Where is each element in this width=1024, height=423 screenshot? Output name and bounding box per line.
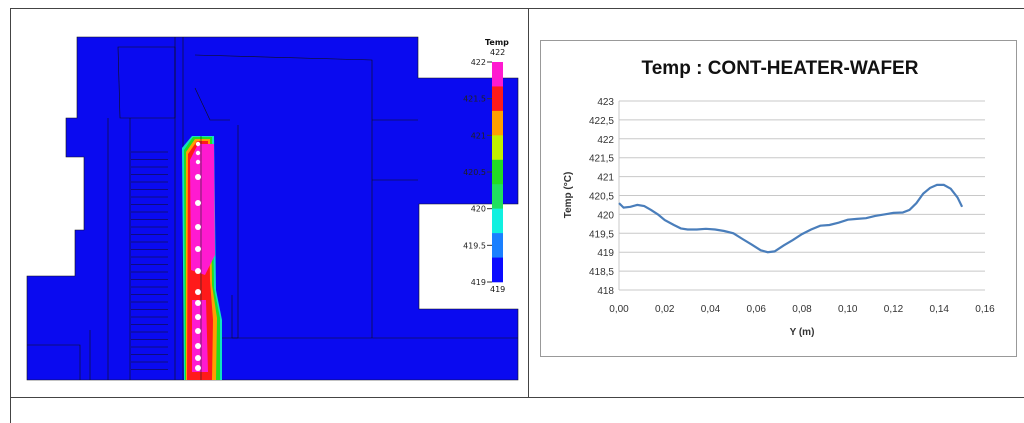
legend-tick-label: 422 <box>471 58 486 67</box>
temperature-line-chart: Temp : CONT-HEATER-WAFER 418 418,5 419 419,… <box>563 58 995 338</box>
legend-title: Temp <box>485 38 509 47</box>
y-tick-label: 422 <box>597 135 614 146</box>
legend-color-band <box>492 135 503 161</box>
legend-color-band <box>492 110 503 136</box>
legend-tick-label: 420 <box>471 205 486 214</box>
legend-color-band <box>492 159 503 185</box>
legend-color-band <box>492 257 503 283</box>
y-tick-label: 422,5 <box>589 116 614 127</box>
x-tick-label: 0,00 <box>609 304 629 315</box>
legend-tick-label: 421.5 <box>463 95 486 104</box>
x-tick-label: 0,10 <box>838 304 858 315</box>
legend-min-label: 419 <box>490 285 505 294</box>
chart-title: Temp : CONT-HEATER-WAFER <box>642 58 919 79</box>
table-divider-horizontal <box>10 397 1024 398</box>
probe-point <box>195 159 201 165</box>
legend-color-band <box>492 184 503 209</box>
probe-point <box>195 328 201 334</box>
x-tick-label: 0,06 <box>747 304 767 315</box>
probe-point <box>195 355 201 361</box>
legend-color-band <box>492 208 503 234</box>
probe-point <box>195 224 201 230</box>
legend-max-label: 422 <box>490 48 505 57</box>
y-tick-label: 420 <box>597 210 614 221</box>
legend-color-band <box>492 233 503 258</box>
y-tick-label: 418,5 <box>589 267 614 278</box>
y-tick-label: 423 <box>597 97 614 108</box>
y-tick-label: 421 <box>597 173 614 184</box>
legend-tick-label: 419 <box>471 278 486 287</box>
sim-part-outlines <box>27 37 518 380</box>
table-border-left <box>10 8 11 423</box>
x-tick-label: 0,12 <box>884 304 904 315</box>
probe-point <box>195 150 201 156</box>
temperature-series-line <box>618 183 964 254</box>
probe-point <box>195 141 201 147</box>
probe-point <box>195 300 201 306</box>
y-tick-label: 419 <box>597 248 614 259</box>
sim-domain <box>26 36 519 381</box>
table-border-top <box>10 8 1024 9</box>
probe-point <box>195 343 201 349</box>
legend-color-band <box>492 62 503 87</box>
probe-point <box>195 174 201 180</box>
probe-point <box>195 268 201 274</box>
y-tick-label: 419,5 <box>589 229 614 240</box>
legend-tick-label: 421 <box>471 131 486 140</box>
table-divider-vertical <box>528 8 529 398</box>
sim-hot-zone-magenta <box>190 144 215 275</box>
y-tick-label: 421,5 <box>589 154 614 165</box>
sim-probe-points <box>195 141 201 371</box>
legend-tick-label: 420.5 <box>463 168 486 177</box>
temperature-simulation-figure: Temp 422 419 422 421.5 421 420.5 420 419.5 419 <box>26 36 519 381</box>
sim-fins <box>131 151 168 370</box>
chart-frame <box>540 40 1017 357</box>
x-tick-label: 0,08 <box>792 304 812 315</box>
y-tick-label: 418 <box>597 286 614 297</box>
probe-point <box>195 246 201 252</box>
x-tick-label: 0,14 <box>930 304 950 315</box>
y-tick-label: 420,5 <box>589 192 614 203</box>
x-tick-label: 0,02 <box>655 304 675 315</box>
probe-point <box>195 365 201 371</box>
probe-point <box>195 289 201 295</box>
legend-tick-label: 419.5 <box>463 241 486 250</box>
x-axis-label: Y (m) <box>790 327 815 338</box>
sim-hot-zone-magenta-lower <box>192 300 208 372</box>
probe-point <box>195 314 201 320</box>
legend-color-band <box>492 86 503 112</box>
x-tick-label: 0,04 <box>701 304 721 315</box>
y-axis-label: Temp (°C) <box>563 172 574 219</box>
color-legend: 422 421.5 421 420.5 420 419.5 419 <box>463 58 503 287</box>
probe-point <box>195 200 201 206</box>
x-tick-label: 0,16 <box>975 304 995 315</box>
